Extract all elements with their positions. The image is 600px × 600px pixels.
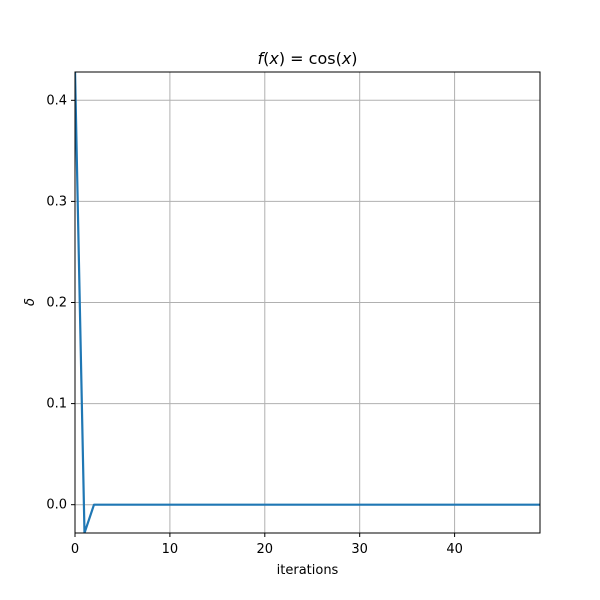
y-axis-label: δ (23, 298, 38, 306)
x-tick-label: 30 (351, 542, 368, 557)
x-tick-label: 20 (257, 542, 274, 557)
x-tick-label: 10 (162, 542, 179, 557)
y-tick-label: 0.1 (46, 397, 67, 412)
chart-title: f(x) = cos(x) (257, 49, 357, 68)
y-tick-label: 0.4 (46, 93, 67, 108)
y-tick-label: 0.0 (46, 498, 67, 513)
ticks: 0 10 20 30 40 0.0 0.1 0.2 0.3 0.4 (46, 93, 463, 557)
x-tick-label: 40 (446, 542, 463, 557)
x-axis-label: iterations (277, 563, 339, 578)
series-line (75, 72, 540, 533)
x-tick-label: 0 (71, 542, 79, 557)
series-layer (75, 72, 540, 533)
y-tick-label: 0.2 (46, 296, 67, 311)
y-tick-label: 0.3 (46, 194, 67, 209)
